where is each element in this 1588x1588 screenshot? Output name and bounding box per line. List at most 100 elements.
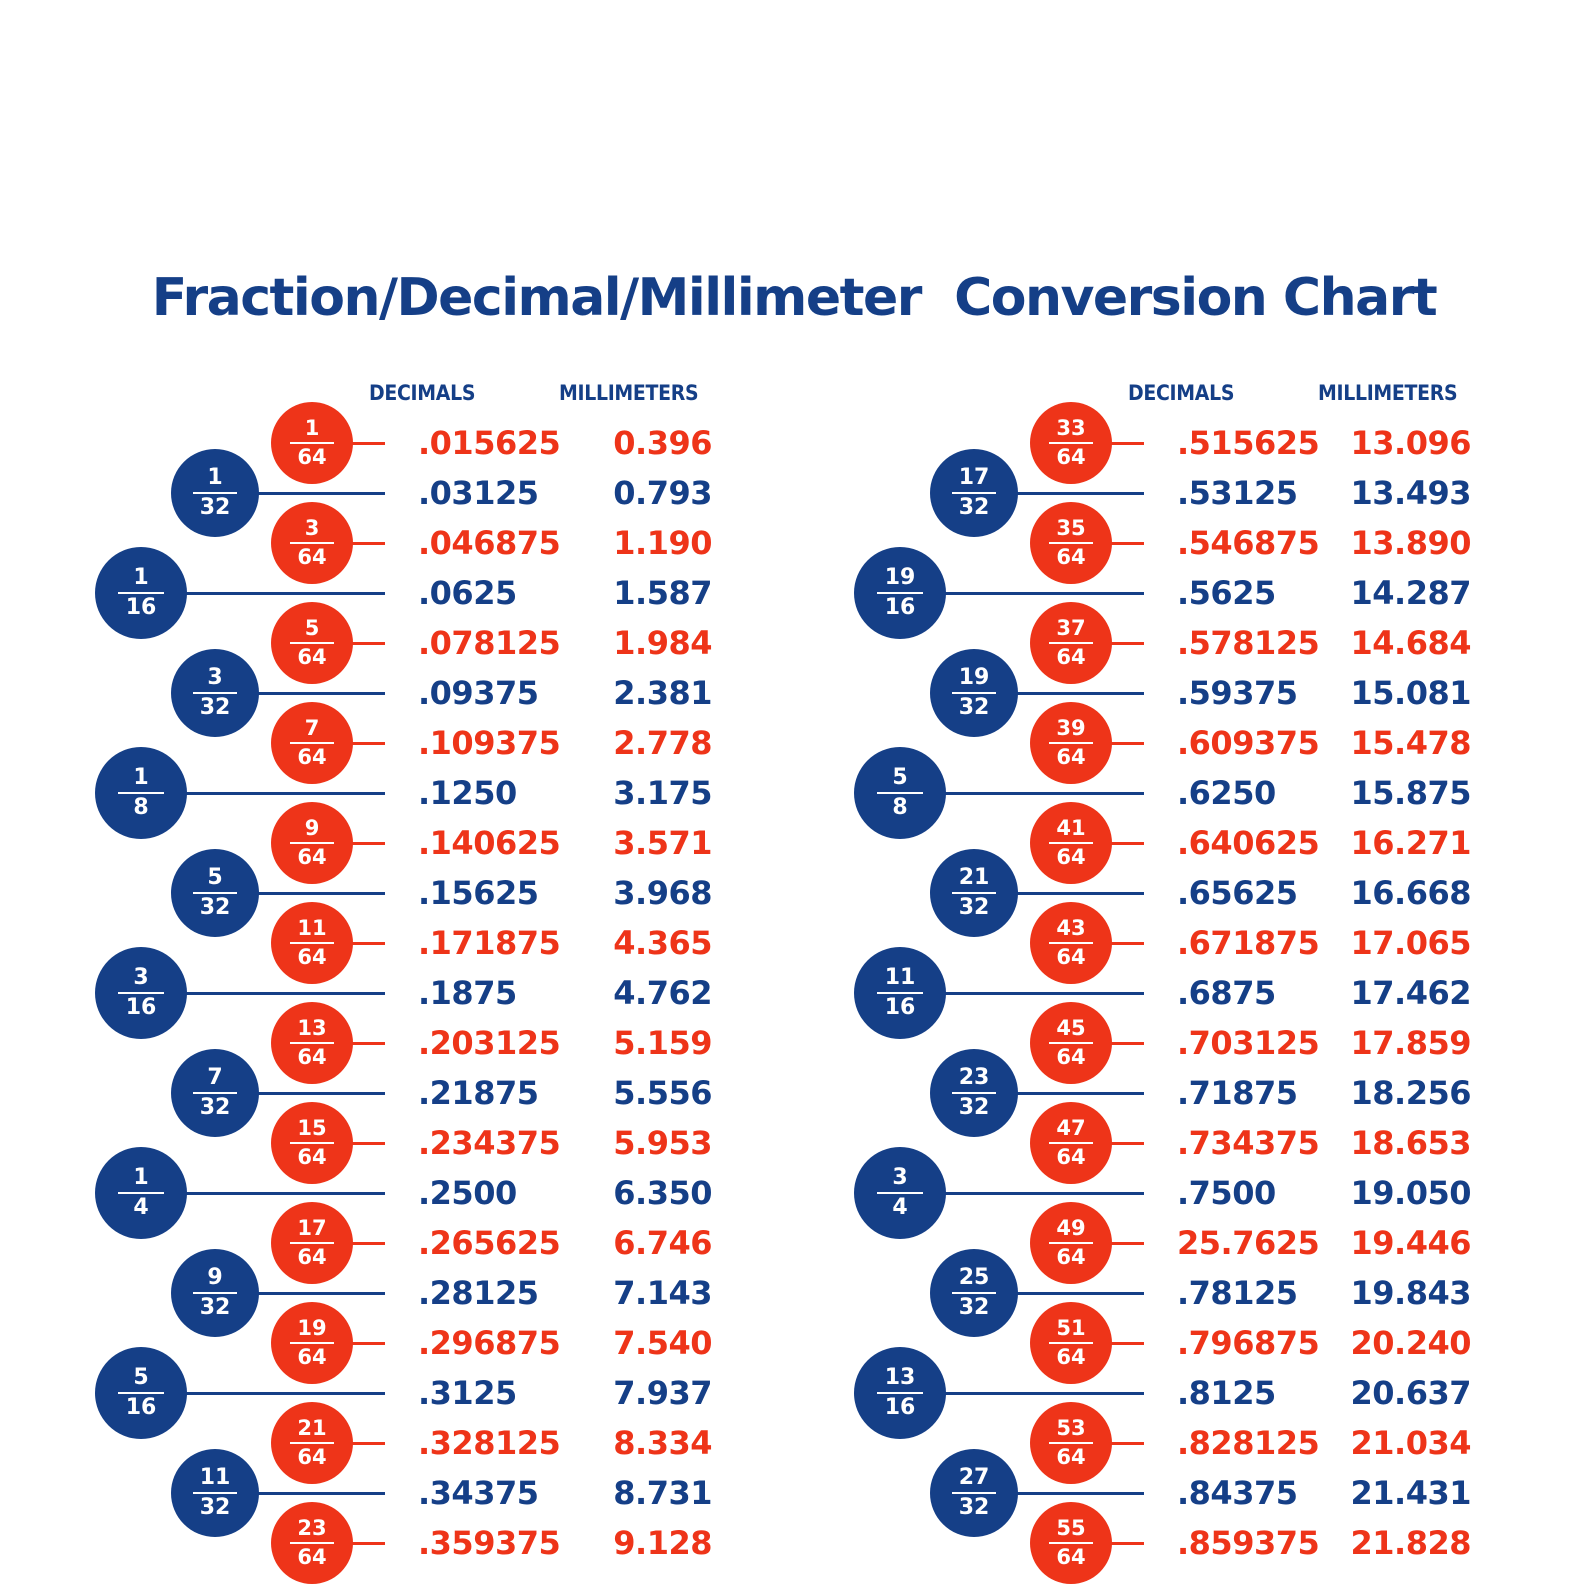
- fraction-numerator: 11: [199, 1465, 231, 1490]
- millimeter-value: 7.143: [613, 1274, 712, 1312]
- decimal-value: .53125: [1177, 474, 1298, 512]
- millimeter-value: 18.653: [1350, 1124, 1472, 1162]
- connector-line: [141, 1192, 385, 1195]
- fraction-denominator: 64: [297, 1045, 327, 1069]
- fraction-numerator: 23: [958, 1065, 990, 1090]
- fraction-numerator: 3: [133, 965, 149, 990]
- fraction-numerator: 5: [207, 865, 223, 890]
- fraction-badge: 13 16: [854, 1347, 946, 1439]
- fraction-denominator: 16: [125, 995, 157, 1020]
- decimal-value: .234375: [418, 1124, 561, 1162]
- fraction-badge: 49 64: [1030, 1202, 1112, 1284]
- fraction-numerator: 7: [207, 1065, 223, 1090]
- fraction-badge: 1 64: [271, 402, 353, 484]
- fraction-numerator: 35: [1056, 516, 1086, 540]
- fraction-bar: [193, 492, 237, 494]
- decimal-value: .828125: [1177, 1424, 1320, 1462]
- fraction-bar: [877, 792, 923, 794]
- fraction-badge: 25 32: [930, 1249, 1018, 1337]
- decimal-value: .0625: [418, 574, 517, 612]
- fraction-bar: [1049, 1242, 1093, 1244]
- fraction-numerator: 49: [1056, 1216, 1086, 1240]
- fraction-numerator: 17: [297, 1216, 327, 1240]
- fraction-denominator: 64: [1056, 945, 1086, 969]
- decimal-value: .203125: [418, 1024, 561, 1062]
- decimal-value: 25.7625: [1177, 1224, 1320, 1262]
- fraction-denominator: 64: [1056, 745, 1086, 769]
- fraction-denominator: 64: [297, 745, 327, 769]
- fraction-denominator: 8: [133, 795, 149, 820]
- decimal-value: .6250: [1177, 774, 1276, 812]
- millimeter-value: 13.493: [1350, 474, 1472, 512]
- fraction-bar: [1049, 942, 1093, 944]
- fraction-numerator: 19: [297, 1316, 327, 1340]
- fraction-badge: 5 16: [95, 1347, 187, 1439]
- fraction-bar: [290, 442, 334, 444]
- fraction-badge: 3 16: [95, 947, 187, 1039]
- fraction-denominator: 32: [958, 1495, 990, 1520]
- decimal-value: .671875: [1177, 924, 1320, 962]
- fraction-bar: [118, 992, 164, 994]
- fraction-bar: [118, 792, 164, 794]
- millimeter-value: 13.890: [1350, 524, 1472, 562]
- fraction-badge: 37 64: [1030, 602, 1112, 684]
- fraction-denominator: 64: [1056, 845, 1086, 869]
- fraction-bar: [118, 592, 164, 594]
- fraction-bar: [952, 1492, 996, 1494]
- millimeters-header-right: MILLIMETERS: [1318, 381, 1458, 405]
- fraction-badge: 23 64: [271, 1502, 353, 1584]
- fraction-denominator: 64: [1056, 1245, 1086, 1269]
- page-title: Fraction/Decimal/Millimeter Conversion C…: [151, 268, 1438, 328]
- fraction-denominator: 8: [892, 795, 908, 820]
- fraction-badge: 21 32: [930, 849, 1018, 937]
- millimeter-value: 19.050: [1350, 1174, 1472, 1212]
- millimeters-header-left: MILLIMETERS: [559, 381, 699, 405]
- fraction-bar: [1049, 1342, 1093, 1344]
- fraction-badge: 19 32: [930, 649, 1018, 737]
- fraction-denominator: 64: [1056, 545, 1086, 569]
- millimeter-value: 6.350: [613, 1174, 712, 1212]
- fraction-bar: [290, 542, 334, 544]
- connector-line: [974, 1092, 1144, 1095]
- millimeter-value: 21.431: [1350, 1474, 1472, 1512]
- fraction-badge: 9 64: [271, 802, 353, 884]
- decimal-value: .21875: [418, 1074, 539, 1112]
- decimal-value: .3125: [418, 1374, 517, 1412]
- millimeter-value: 15.478: [1350, 724, 1472, 762]
- millimeter-value: 0.793: [613, 474, 712, 512]
- fraction-badge: 11 32: [171, 1449, 259, 1537]
- decimal-value: .78125: [1177, 1274, 1298, 1312]
- millimeter-value: 0.396: [613, 424, 712, 462]
- fraction-numerator: 3: [207, 665, 223, 690]
- fraction-badge: 5 64: [271, 602, 353, 684]
- connector-line: [974, 1292, 1144, 1295]
- fraction-bar: [193, 892, 237, 894]
- millimeter-value: 6.746: [613, 1224, 712, 1262]
- fraction-bar: [1049, 842, 1093, 844]
- fraction-badge: 17 64: [271, 1202, 353, 1284]
- millimeter-value: 7.937: [613, 1374, 712, 1412]
- fraction-numerator: 3: [304, 516, 320, 540]
- fraction-denominator: 64: [1056, 1045, 1086, 1069]
- fraction-bar: [952, 1092, 996, 1094]
- millimeter-value: 13.096: [1350, 424, 1472, 462]
- fraction-badge: 7 64: [271, 702, 353, 784]
- decimal-value: .015625: [418, 424, 561, 462]
- fraction-badge: 23 32: [930, 1049, 1018, 1137]
- fraction-badge: 11 64: [271, 902, 353, 984]
- fraction-bar: [118, 1392, 164, 1394]
- millimeter-value: 3.968: [613, 874, 712, 912]
- connector-line: [215, 1492, 385, 1495]
- millimeter-value: 1.190: [613, 524, 712, 562]
- fraction-bar: [290, 1542, 334, 1544]
- fraction-numerator: 1: [133, 765, 149, 790]
- fraction-numerator: 13: [297, 1016, 327, 1040]
- fraction-denominator: 64: [1056, 1345, 1086, 1369]
- fraction-bar: [1049, 1442, 1093, 1444]
- connector-line: [141, 592, 385, 595]
- millimeter-value: 4.762: [613, 974, 712, 1012]
- fraction-denominator: 16: [125, 1395, 157, 1420]
- decimal-value: .640625: [1177, 824, 1320, 862]
- millimeter-value: 1.984: [613, 624, 712, 662]
